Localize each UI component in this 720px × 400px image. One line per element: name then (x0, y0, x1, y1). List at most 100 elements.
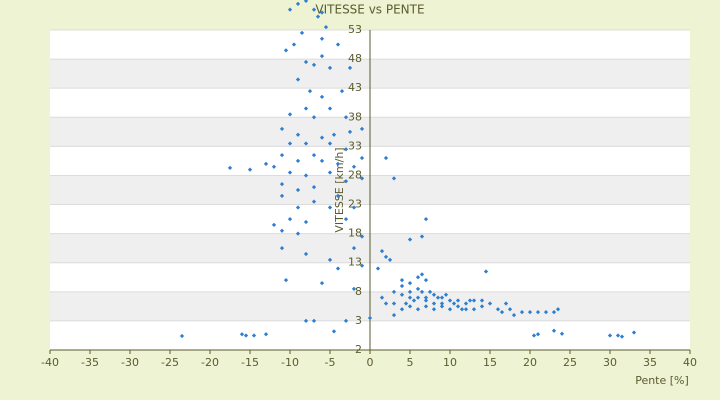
point (411, 298, 417, 303)
point (379, 248, 385, 254)
point (419, 234, 425, 239)
point (343, 179, 349, 184)
point (431, 292, 437, 297)
point (327, 205, 333, 210)
x-tick-label: -35 (81, 356, 99, 369)
point (179, 333, 185, 339)
point (295, 132, 301, 137)
point (551, 328, 557, 333)
x-tick-label: 25 (563, 356, 577, 369)
point (503, 301, 509, 306)
point (359, 234, 365, 239)
point (311, 184, 317, 190)
y-tick-label: 28 (348, 168, 362, 181)
y-tick-label: 48 (348, 52, 362, 65)
point (279, 182, 285, 187)
point (383, 301, 389, 306)
point (319, 280, 325, 286)
point (343, 216, 349, 222)
point (351, 164, 357, 169)
point (467, 298, 473, 303)
point (351, 246, 357, 251)
point (359, 263, 365, 268)
point (391, 176, 397, 181)
point (423, 295, 429, 300)
point (415, 307, 421, 312)
point (427, 289, 433, 294)
point (311, 152, 317, 158)
x-tick-label: -20 (201, 356, 219, 369)
y-tick-label: 13 (348, 256, 362, 269)
point (311, 199, 317, 204)
y-tick-label: 3 (355, 314, 362, 327)
point (407, 237, 413, 242)
point (535, 332, 541, 337)
point (279, 152, 285, 158)
point (335, 161, 341, 166)
point (295, 231, 301, 236)
x-tick-label: -25 (161, 356, 179, 369)
point (463, 301, 469, 306)
point (471, 298, 477, 303)
x-tick-label: 40 (683, 356, 697, 369)
point (359, 155, 365, 161)
point (391, 312, 397, 318)
point (279, 193, 285, 198)
point (295, 1, 301, 6)
point (511, 312, 517, 318)
point (271, 164, 277, 169)
point (439, 295, 445, 300)
point (351, 205, 357, 210)
point (287, 216, 293, 222)
point (227, 165, 233, 171)
point (407, 304, 413, 309)
point (391, 289, 397, 294)
point (615, 333, 621, 338)
point (399, 283, 405, 289)
y-tick-label: 33 (348, 139, 362, 152)
point (439, 304, 445, 309)
point (459, 307, 465, 312)
y-axis-title: VITESSE [km/h] (333, 147, 346, 232)
point (331, 329, 337, 334)
point (243, 333, 249, 338)
point (263, 332, 269, 337)
point (551, 310, 557, 315)
point (431, 301, 437, 306)
point (423, 304, 429, 309)
point (279, 228, 285, 233)
point (287, 141, 293, 146)
chart-title: VITESSE vs PENTE (315, 3, 424, 17)
point (327, 257, 333, 262)
point (607, 333, 613, 338)
point (387, 257, 393, 262)
point (383, 155, 389, 161)
point (447, 307, 453, 312)
x-tick-label: -15 (241, 356, 259, 369)
point (263, 161, 269, 166)
x-tick-label: 20 (523, 356, 537, 369)
point (295, 187, 301, 193)
point (527, 310, 533, 315)
point (279, 246, 285, 251)
point (423, 216, 429, 222)
point (247, 167, 253, 172)
point (239, 332, 245, 337)
point (319, 135, 325, 140)
y-tick-label: 18 (348, 227, 362, 240)
point (483, 269, 489, 274)
point (283, 278, 289, 283)
point (303, 173, 309, 178)
point (303, 251, 309, 257)
point (399, 278, 405, 283)
point (431, 307, 437, 312)
point (451, 301, 457, 306)
point (443, 292, 449, 297)
point (287, 7, 293, 12)
point (323, 24, 329, 30)
point (455, 304, 461, 309)
point (331, 132, 337, 137)
point (471, 307, 477, 312)
